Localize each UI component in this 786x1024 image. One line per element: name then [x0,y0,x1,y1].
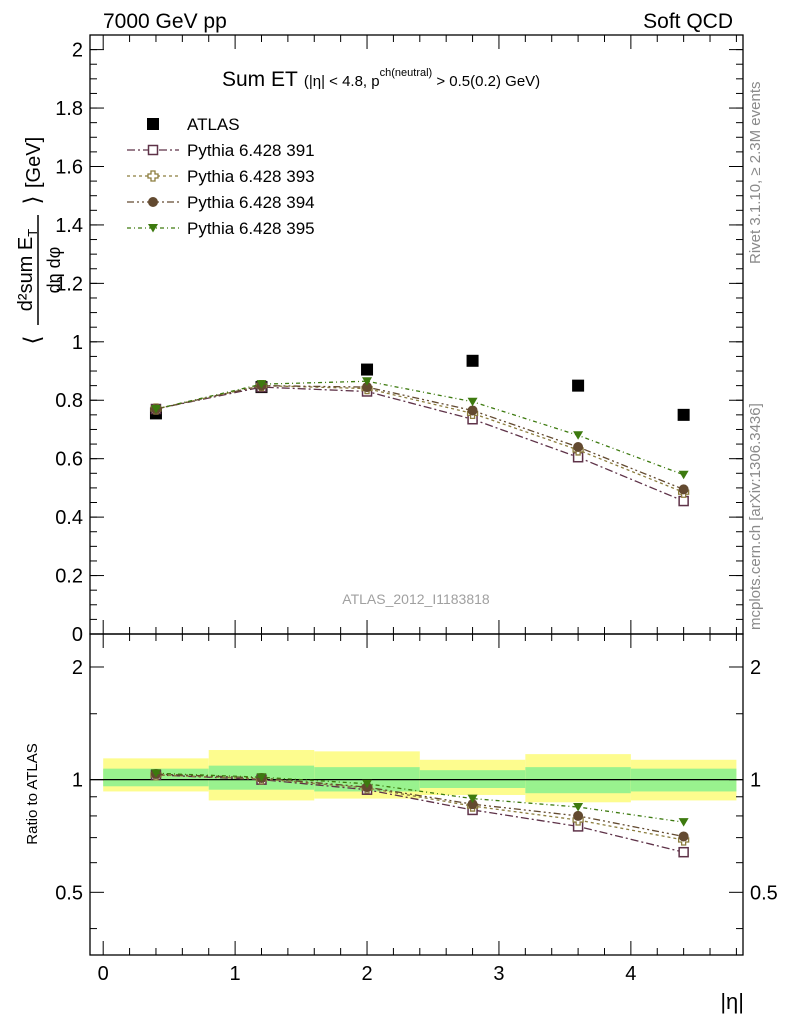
ratio-point [256,773,267,782]
ratio-point [573,810,584,821]
ratio-series-layer [150,769,690,858]
ylabel-left-bracket: ⟨ [19,336,45,345]
main-ytick-label: 0.4 [55,507,83,529]
data-point [466,354,479,367]
data-point [362,377,373,386]
ratio-point [150,769,161,778]
data-point [256,380,267,389]
legend-marker [147,118,159,130]
ratio-point [573,803,584,812]
data-point [467,397,478,407]
ratio-line [155,773,684,838]
rivet-version-label: Rivet 3.1.10, ≥ 2.3M events [747,82,764,265]
ylabel-right-bracket: ⟩ [19,196,45,205]
main-ytick-label: 1.8 [55,98,83,120]
main-ytick-label: 1 [72,332,83,354]
plot-title-main: Sum ET [222,68,298,91]
main-ytick-label: 0.6 [55,449,83,471]
data-point [150,405,161,414]
data-point [361,363,374,376]
main-panel [90,35,743,634]
legend-entry: Pythia 6.428 395 [127,219,315,238]
legend-label: ATLAS [187,115,240,134]
data-point [678,484,689,495]
ratio-point [362,779,373,789]
main-series-layer [149,354,690,507]
main-ytick-label: 1.2 [55,273,83,295]
ratio-uncertainty-bands [90,750,743,803]
x-tick-label: 2 [361,963,372,985]
legend-label: Pythia 6.428 395 [187,219,315,238]
ratio-ytick-label-right: 1 [750,770,761,792]
data-point [678,470,689,480]
legend-entry: Pythia 6.428 393 [127,167,315,186]
plot-title-cut-post: > 0.5(0.2) GeV) [432,73,540,90]
ylabel-numerator: d²sum ET [15,229,40,311]
legend-entry: Pythia 6.428 394 [127,193,315,212]
ratio-axes: 0.5 0.5 1 1 2 2 0 1 2 3 4 [55,633,778,985]
mcplots-site-label: mcplots.cern.ch [arXiv:1306.3436] [747,403,764,630]
legend-marker [148,224,158,233]
data-point [677,408,690,421]
ratio-line [155,774,684,841]
plot-title: Sum ET (|η| < 4.8, pch(neutral) > 0.5(0.2… [222,67,540,91]
main-ytick-label: 0.8 [55,390,83,412]
series-line [155,380,684,476]
main-series-pythia [150,377,689,480]
legend-label: Pythia 6.428 393 [187,167,315,186]
series-line [155,384,684,490]
legend-entry: ATLAS [147,115,240,134]
x-tick-label: 4 [625,963,636,985]
legend-marker [148,197,158,207]
legend-marker [147,144,159,156]
ratio-series [150,769,689,827]
x-tick-label: 3 [493,963,504,985]
header-left: 7000 GeV pp [103,10,227,33]
ratio-ytick-label: 2 [72,657,83,679]
x-tick-label: 1 [230,963,241,985]
plot-title-cut-sup: ch(neutral) [380,67,433,79]
ratio-ylabel: Ratio to ATLAS [24,743,41,844]
legend-label: Pythia 6.428 394 [187,193,315,212]
data-point [573,431,584,440]
ratio-point [678,846,689,858]
ratio-frame [89,633,744,956]
main-ytick-label: 0.2 [55,566,83,588]
main-ytick-label: 1.4 [55,215,83,237]
legend: ATLAS Pythia 6.428 391 Pythia 6.428 393 Pyt… [127,115,315,238]
ylabel-units: [GeV] [23,137,45,188]
ratio-ytick-label: 1 [72,770,83,792]
data-point [467,405,478,416]
legend-entry: Pythia 6.428 391 [127,141,315,160]
ratio-point [678,818,689,827]
ratio-line [155,772,684,823]
ratio-point [467,799,478,810]
header-right: Soft QCD [643,10,733,33]
legend-marker [147,170,159,182]
data-point [573,441,584,452]
ratio-ytick-label-right: 0.5 [750,882,778,904]
main-ytick-label: 1.6 [55,156,83,178]
legend-label: Pythia 6.428 391 [187,141,315,160]
ratio-point [678,831,689,842]
x-tick-label: 0 [98,963,109,985]
main-ytick-label: 2 [72,40,83,62]
data-point [572,379,585,392]
main-ytick-label: 0 [72,624,83,646]
analysis-watermark: ATLAS_2012_I1183818 [342,591,490,607]
plot-title-cut-pre: (|η| < 4.8, p [304,73,380,90]
ratio-point [467,794,478,804]
x-axis-label: |η| [720,989,744,1014]
main-ylabel: ⟨ d²sum ET dη dφ ⟩ [GeV] [15,137,64,345]
ylabel-denominator: dη dφ [44,247,64,294]
ratio-line [155,774,684,853]
ratio-ytick-label: 0.5 [55,882,83,904]
ratio-ytick-label-right: 2 [750,657,761,679]
series-line [155,386,684,502]
data-point [362,382,373,393]
main-plot-area [90,35,743,634]
